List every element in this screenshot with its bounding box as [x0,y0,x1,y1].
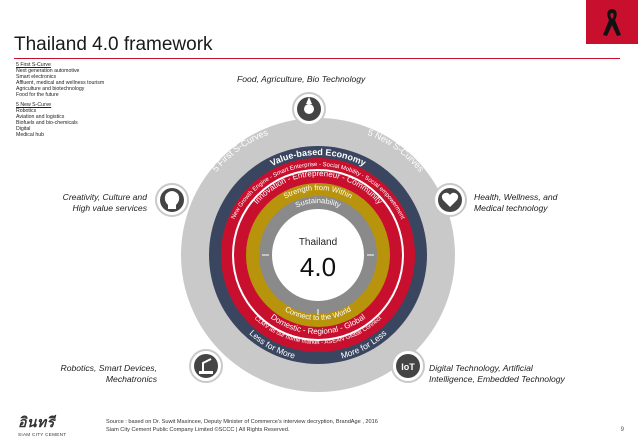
list-item: Affluent, medical and wellness tourism [16,80,105,87]
list-item: Digital [16,125,31,132]
sector-label-digital: Digital Technology, Artificial Intelligen… [429,363,565,384]
source-citation: Source : based on Dr. Suwit Masincee, De… [106,419,378,433]
center-value: 4.0 [300,252,336,282]
creativity-icon [155,183,189,217]
center-circle [272,209,364,301]
list-item: Smart electronics [16,74,57,81]
robotics-icon [189,349,223,383]
corner-tab [586,0,638,44]
first-s-curve-heading: 5 First S-Curve [16,62,51,68]
svg-text:IoT: IoT [401,362,415,372]
sector-label-creativity: Creativity, Culture and High value servic… [62,192,147,213]
list-item: Aviation and logistics [16,113,65,120]
page-number: 9 [620,427,624,433]
ribbon-icon [603,9,621,36]
sector-label-food: Food, Agriculture, Bio Technology [237,74,366,84]
health-icon [433,183,467,217]
s-curve-list: 5 First S-Curve Next generation automoti… [16,62,104,138]
list-item: Agriculture and biotechnology [16,86,85,93]
list-item: Medical hub [16,132,44,139]
page-title: Thailand 4.0 framework [14,34,213,55]
center-label: Thailand [299,237,337,248]
company-logo: อินทรี SIAM CITY CEMENT [18,414,67,437]
list-item: Next generation automotive [16,68,80,75]
iot-icon: IoT [391,349,425,383]
sector-label-robotics: Robotics, Smart Devices, Mechatronics [60,363,157,384]
list-item: Biofuels and bio-chemicals [16,119,78,126]
new-s-curve-heading: 5 New S-Curve [16,101,52,108]
list-item: Food for the future [16,92,59,99]
sector-label-health: Health, Wellness, and Medical technology [474,192,558,213]
list-item: Robotics [16,107,37,114]
food-agri-icon [292,92,326,126]
title-divider [14,58,620,59]
ring-dividers [262,254,374,315]
